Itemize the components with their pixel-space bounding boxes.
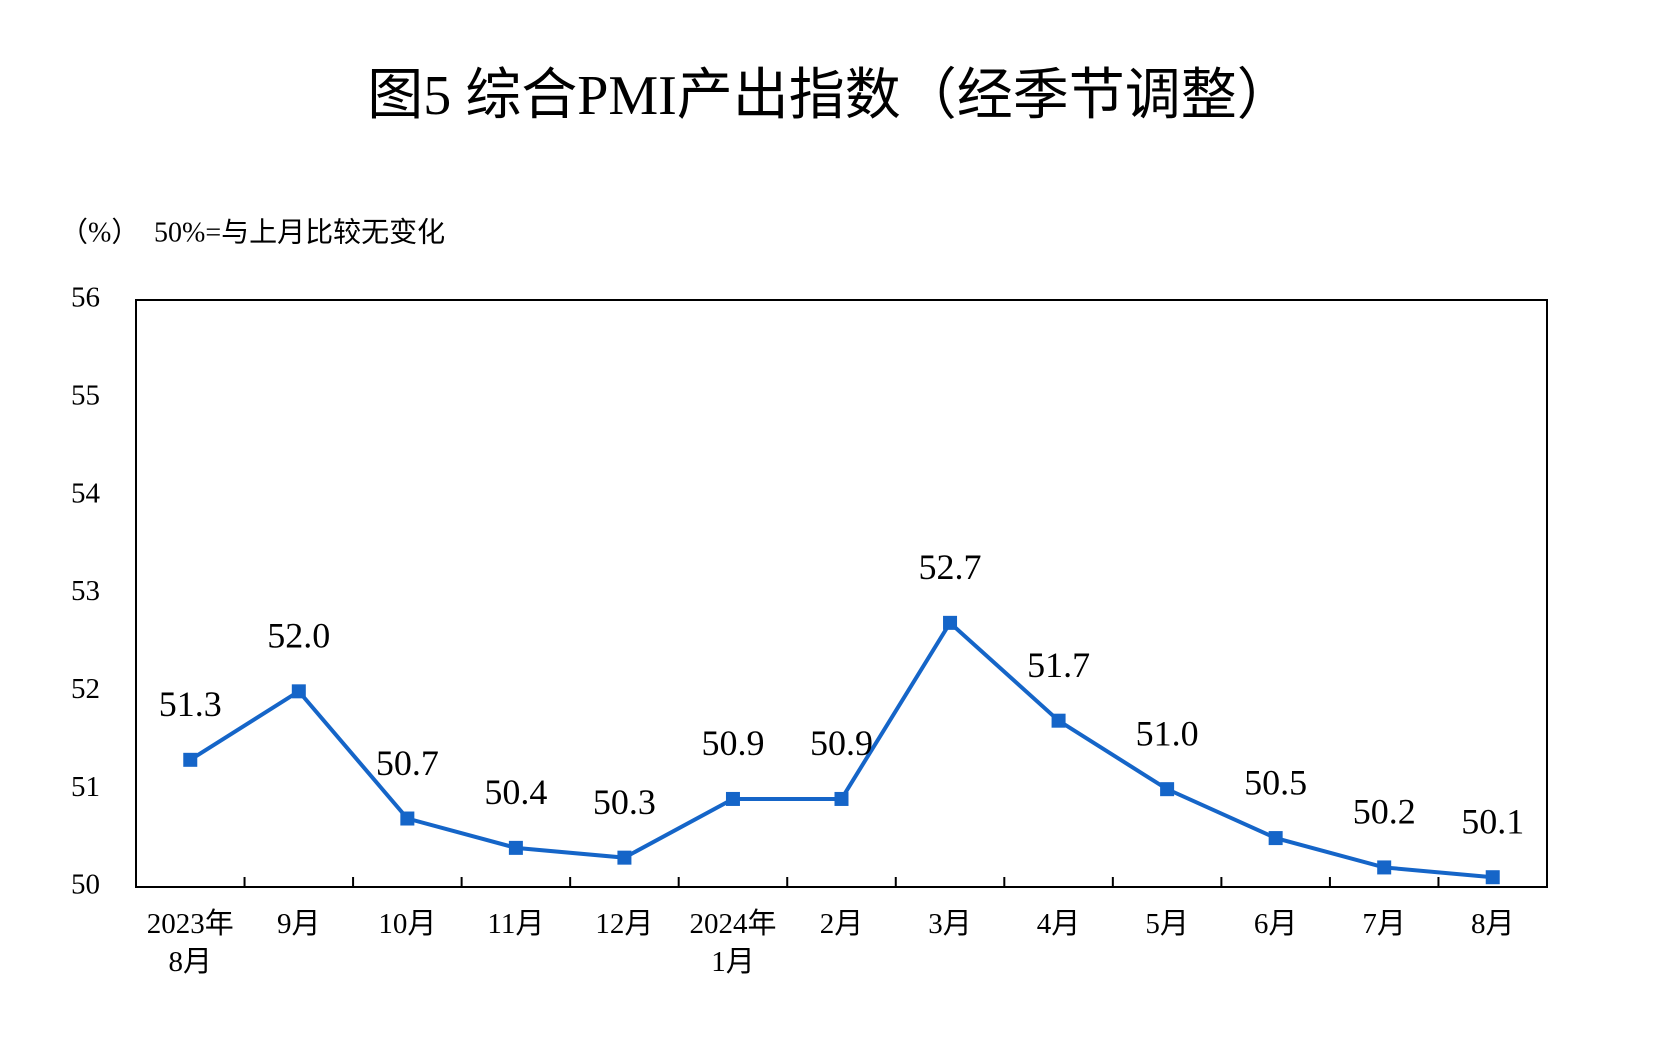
data-label: 51.3	[159, 684, 222, 724]
y-tick-label: 53	[71, 575, 100, 607]
y-tick-label: 55	[71, 379, 100, 411]
chart-note: 50%=与上月比较无变化	[154, 216, 445, 248]
data-label: 51.7	[1027, 645, 1090, 685]
point-marker	[617, 850, 632, 865]
x-tick-label: 12月	[595, 908, 654, 940]
point-marker	[1485, 870, 1500, 885]
data-label: 52.7	[919, 547, 982, 587]
data-label: 50.4	[484, 772, 547, 812]
x-tick-label: 6月	[1253, 908, 1298, 940]
x-tick-label: 2月	[819, 908, 864, 940]
point-marker	[1377, 860, 1392, 875]
point-marker	[725, 791, 740, 806]
x-tick-label: 4月	[1036, 908, 1081, 940]
point-marker	[943, 615, 958, 630]
y-tick-label: 51	[71, 771, 100, 803]
x-tick-label: 7月	[1362, 908, 1406, 940]
point-marker	[508, 840, 523, 855]
point-marker	[1051, 713, 1066, 728]
x-tick-label: 3月	[928, 908, 972, 940]
data-label: 50.3	[593, 782, 656, 822]
data-label: 50.9	[810, 723, 873, 763]
point-marker	[1268, 831, 1283, 846]
point-marker	[1160, 782, 1175, 797]
data-label: 50.5	[1244, 762, 1307, 802]
point-marker	[400, 811, 415, 826]
data-label: 50.9	[701, 723, 764, 763]
y-tick-label: 54	[71, 477, 101, 509]
point-marker	[183, 752, 198, 767]
point-marker	[834, 791, 849, 806]
y-axis-unit: （%）	[60, 216, 139, 248]
x-tick-label: 5月	[1145, 908, 1189, 940]
x-tick-label: 2023年 8月	[146, 908, 234, 978]
point-marker	[291, 684, 306, 699]
data-label: 50.7	[376, 743, 439, 783]
x-tick-label: 11月	[487, 908, 545, 940]
y-tick-label: 52	[71, 673, 100, 705]
y-tick-label: 50	[71, 869, 100, 901]
data-label: 51.0	[1136, 713, 1199, 753]
x-tick-label: 8月	[1470, 908, 1515, 940]
x-tick-label: 2024年 1月	[689, 908, 777, 978]
y-tick-label: 56	[71, 282, 100, 314]
data-label: 50.1	[1461, 801, 1524, 841]
data-label: 50.2	[1353, 792, 1416, 832]
data-label: 52.0	[267, 616, 330, 656]
chart-title: 图5 综合PMI产出指数（经季节调整）	[367, 65, 1293, 127]
plot-frame	[135, 299, 1548, 888]
x-tick-label: 9月	[277, 908, 321, 940]
x-tick-label: 10月	[378, 908, 437, 940]
